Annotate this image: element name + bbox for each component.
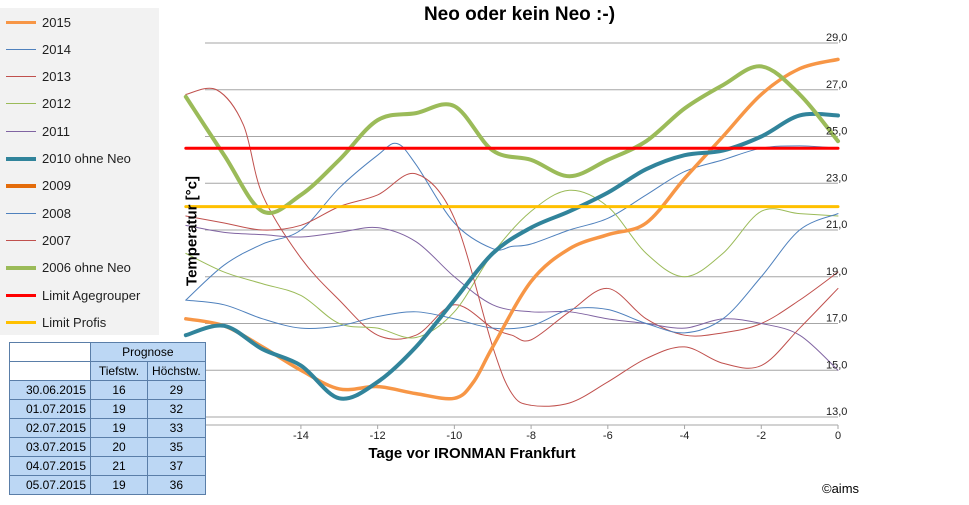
table-row: 05.07.2015 19 36 [9, 475, 206, 495]
chart-legend: 2015 2014 2013 2012 2011 2010 ohne Neo 2009 200… [0, 8, 159, 335]
forecast-date: 04.07.2015 [9, 456, 91, 476]
legend-label: 2012 [42, 96, 71, 112]
y-tick-label: 21,0 [826, 219, 847, 231]
forecast-col-high: Höchstw. [147, 361, 206, 381]
legend-label: 2006 ohne Neo [42, 260, 131, 276]
legend-swatch [6, 293, 36, 297]
series-line-2013 [185, 87, 839, 342]
forecast-corner-cell [9, 361, 91, 381]
table-row: 30.06.2015 16 29 [9, 380, 206, 400]
legend-item: 2011 [6, 121, 70, 141]
legend-swatch [6, 76, 36, 78]
forecast-date: 02.07.2015 [9, 418, 91, 438]
x-tick-label: 0 [835, 430, 841, 442]
x-tick-label: -2 [756, 430, 766, 442]
y-tick-label: 13,0 [826, 406, 847, 418]
legend-label: 2015 [42, 14, 71, 30]
chart-title: Neo oder kein Neo :-) [423, 4, 616, 25]
y-tick-label: 29,0 [826, 32, 847, 44]
y-tick-label: 17,0 [826, 313, 847, 325]
forecast-high: 36 [147, 475, 206, 495]
forecast-high: 37 [147, 456, 206, 476]
series-line-2014 [185, 142, 839, 301]
x-tick-label: -10 [446, 430, 462, 442]
copyright-text: ©aims [822, 481, 860, 496]
forecast-table: Prognose Tiefstw. Höchstw. 30.06.2015 16 2… [9, 342, 206, 495]
y-tick-label: 23,0 [826, 172, 847, 184]
x-tick-label: -8 [526, 430, 536, 442]
legend-swatch [6, 212, 36, 214]
legend-item: 2014 [6, 39, 71, 59]
legend-label: 2011 [42, 123, 70, 139]
table-row: 03.07.2015 20 35 [9, 437, 206, 457]
forecast-low: 19 [90, 475, 148, 495]
legend-label: 2007 [42, 232, 71, 248]
forecast-low: 19 [90, 399, 148, 419]
legend-item: 2007 [6, 230, 71, 250]
forecast-corner-cell [9, 342, 91, 362]
forecast-header: Prognose [90, 342, 206, 362]
legend-label: Limit Agegrouper [42, 287, 141, 303]
legend-item: 2010 ohne Neo [6, 149, 131, 169]
legend-swatch [6, 103, 36, 105]
legend-label: 2013 [42, 69, 71, 85]
forecast-low: 20 [90, 437, 148, 457]
forecast-low: 21 [90, 456, 148, 476]
legend-swatch [6, 48, 36, 50]
forecast-low: 16 [90, 380, 148, 400]
forecast-date: 03.07.2015 [9, 437, 91, 457]
legend-swatch [6, 183, 36, 188]
legend-item: Limit Profis [6, 312, 106, 332]
y-axis-label: Temperatur [°c] [183, 176, 201, 286]
legend-swatch [6, 156, 36, 161]
legend-label: 2008 [42, 205, 71, 221]
legend-label: Limit Profis [42, 314, 107, 330]
y-tick-label: 27,0 [826, 79, 847, 91]
series-line-2015 [184, 57, 840, 401]
forecast-high: 29 [147, 380, 206, 400]
legend-item: 2009 [6, 176, 71, 196]
series-line-2008 [185, 213, 839, 334]
forecast-high: 33 [147, 418, 206, 438]
series-line-2012 [185, 189, 839, 339]
series-line-2011 [185, 224, 839, 371]
legend-label: 2009 [42, 178, 71, 194]
forecast-columns-row: Tiefstw. Höchstw. [9, 361, 206, 381]
legend-swatch [6, 239, 36, 241]
table-row: 02.07.2015 19 33 [9, 418, 206, 438]
x-axis-label: Tage vor IRONMAN Frankfurt [368, 445, 576, 462]
legend-label: 2014 [42, 41, 71, 57]
y-tick-label: 19,0 [826, 266, 847, 278]
x-tick-label: -12 [370, 430, 386, 442]
x-tick-label: -6 [603, 430, 613, 442]
series-line-2006-ohne-neo [183, 64, 840, 215]
x-tick-label: -14 [293, 430, 309, 442]
forecast-high: 35 [147, 437, 206, 457]
forecast-date: 01.07.2015 [9, 399, 91, 419]
legend-swatch [6, 130, 36, 132]
series-line-2007 [185, 172, 839, 407]
legend-swatch [6, 320, 36, 324]
legend-item: Limit Agegrouper [6, 285, 140, 305]
y-tick-label: 25,0 [826, 126, 847, 138]
x-tick-label: -4 [680, 430, 690, 442]
legend-swatch [6, 20, 36, 24]
table-row: 01.07.2015 19 32 [9, 399, 206, 419]
y-tick-label: 15,0 [826, 359, 847, 371]
legend-item: 2012 [6, 94, 71, 114]
forecast-date: 30.06.2015 [9, 380, 91, 400]
legend-item: 2013 [6, 67, 71, 87]
forecast-low: 19 [90, 418, 148, 438]
forecast-high: 32 [147, 399, 206, 419]
legend-label: 2010 ohne Neo [42, 151, 131, 166]
table-row: 04.07.2015 21 37 [9, 456, 206, 476]
legend-swatch [6, 265, 36, 270]
forecast-header-row: Prognose [9, 342, 206, 362]
forecast-col-low: Tiefstw. [90, 361, 148, 381]
forecast-date: 05.07.2015 [9, 475, 91, 495]
legend-item: 2008 [6, 203, 71, 223]
legend-item: 2015 [6, 12, 71, 32]
legend-item: 2006 ohne Neo [6, 258, 131, 278]
